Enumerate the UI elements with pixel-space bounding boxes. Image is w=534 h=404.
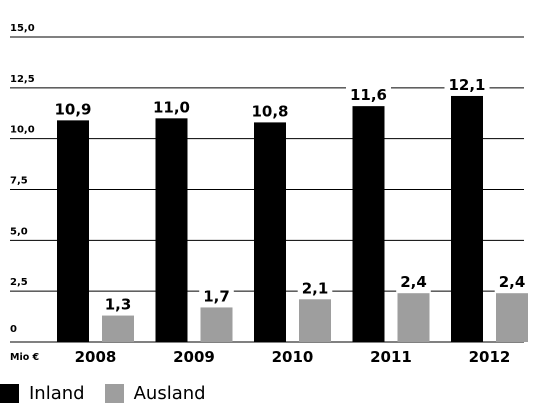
x-tick-label: 2011: [370, 348, 412, 366]
data-label: 2,1: [302, 279, 329, 297]
y-tick-label: 2,5: [10, 277, 28, 288]
data-label: 1,7: [203, 287, 230, 305]
legend-swatch-inland: [0, 384, 19, 403]
y-tick-label: 15,0: [10, 23, 35, 34]
y-unit-label: Mio €: [10, 352, 39, 363]
data-label-background: [297, 278, 333, 299]
legend-item-ausland: Ausland: [104, 383, 206, 404]
data-label: 12,1: [448, 76, 485, 94]
x-tick-label: 2010: [272, 348, 314, 366]
data-label-background: [444, 74, 490, 95]
bar-ausland-2008: [102, 315, 134, 342]
data-label: 2,4: [499, 273, 526, 291]
data-label: 11,6: [350, 86, 387, 104]
data-label-background: [100, 294, 136, 315]
data-label: 10,9: [54, 100, 91, 118]
data-label: 2,4: [400, 273, 427, 291]
x-tick-label: 2009: [173, 348, 215, 366]
legend-item-inland: Inland: [0, 383, 85, 404]
bar-inland-2011: [352, 106, 385, 342]
bar-inland-2010: [254, 122, 286, 343]
legend-label-inland: Inland: [29, 383, 85, 404]
y-tick-label: 12,5: [10, 74, 35, 85]
legend: Inland Ausland: [0, 383, 226, 404]
labels: 0 2,5 5,0 7,5 10,0 12,5 15,0 10,9 1,3 2008 11,0 1,7…: [10, 23, 530, 366]
x-tick-label: 2012: [469, 348, 511, 366]
x-tick-label: 2008: [75, 348, 117, 366]
y-tick-label: 5,0: [10, 226, 28, 237]
data-label-background: [50, 99, 96, 120]
bar-inland-2012: [451, 95, 483, 342]
bar-inland-2008: [57, 120, 89, 342]
y-tick-label: 0: [10, 324, 17, 335]
legend-label-ausland: Ausland: [133, 383, 206, 404]
data-label: 1,3: [105, 296, 132, 314]
bars: [57, 95, 528, 343]
data-label: 10,8: [251, 102, 288, 120]
bar-ausland-2010: [299, 299, 331, 342]
y-tick-label: 7,5: [10, 176, 28, 187]
bar-ausland-2009: [200, 307, 233, 342]
data-label: 11,0: [153, 98, 190, 116]
data-label-background: [396, 272, 431, 293]
bar-ausland-2012: [496, 293, 528, 342]
data-label-background: [345, 85, 392, 106]
bar-ausland-2011: [397, 293, 430, 342]
legend-swatch-ausland: [104, 384, 124, 403]
data-label-background: [199, 286, 234, 307]
data-label-background: [494, 272, 530, 293]
y-tick-label: 10,0: [10, 125, 35, 136]
data-label-background: [148, 97, 195, 118]
data-label-background: [247, 101, 293, 122]
bar-inland-2009: [155, 118, 188, 342]
